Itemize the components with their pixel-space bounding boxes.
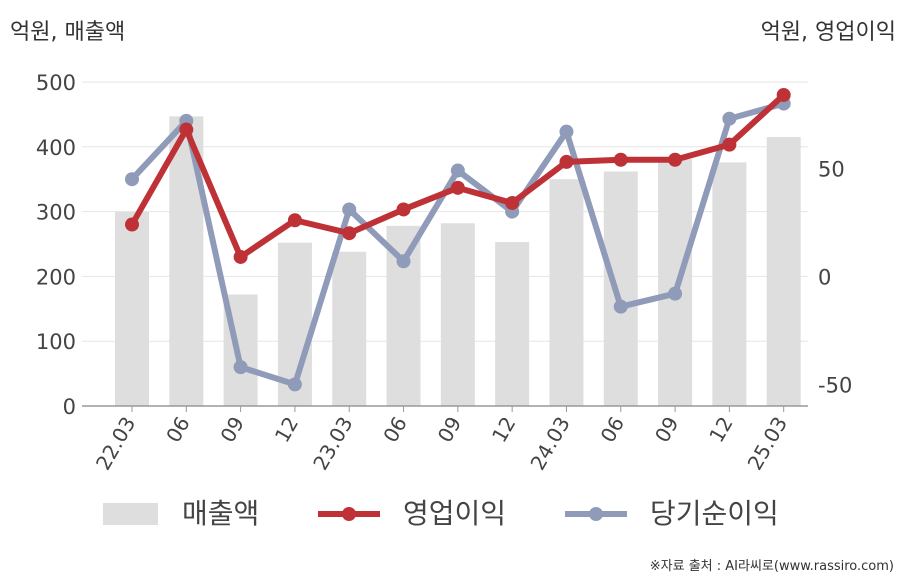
bar-sales bbox=[712, 162, 747, 406]
bar-sales bbox=[332, 251, 367, 406]
left-tick-label: 200 bbox=[36, 265, 76, 289]
operating-profit-point bbox=[776, 87, 791, 102]
operating-profit-point bbox=[505, 195, 520, 210]
net-income-point bbox=[396, 254, 411, 269]
legend-marker-net bbox=[589, 507, 603, 521]
bar-sales bbox=[658, 159, 693, 406]
x-tick-label: 23.03 bbox=[308, 413, 357, 475]
left-tick-label: 100 bbox=[36, 330, 76, 354]
bar-sales bbox=[549, 179, 584, 406]
bar-sales bbox=[115, 211, 149, 406]
left-tick-label: 500 bbox=[36, 71, 76, 95]
legend-label-net: 당기순이익 bbox=[650, 497, 779, 530]
bar-sales bbox=[603, 171, 638, 406]
legend-marker-operating bbox=[342, 507, 356, 521]
x-tick-label: 12 bbox=[487, 413, 521, 447]
net-income-point bbox=[613, 299, 628, 314]
bar-sales bbox=[495, 242, 530, 406]
operating-profit-point bbox=[450, 180, 465, 195]
x-tick-label: 22.03 bbox=[91, 413, 140, 475]
x-tick-label: 24.03 bbox=[525, 413, 574, 475]
operating-profit-point bbox=[559, 154, 574, 169]
x-tick-label: 25.03 bbox=[743, 413, 792, 475]
net-income-point bbox=[668, 286, 683, 301]
right-tick-label: 50 bbox=[818, 157, 845, 181]
legend-label-operating: 영업이익 bbox=[403, 497, 506, 530]
x-tick-label: 12 bbox=[704, 413, 738, 447]
net-income-point bbox=[287, 377, 302, 392]
operating-profit-point bbox=[342, 226, 357, 241]
x-tick-label: 09 bbox=[215, 413, 249, 447]
legend-swatch-sales bbox=[103, 503, 158, 525]
operating-profit-point bbox=[179, 122, 194, 137]
operating-profit-point bbox=[722, 137, 737, 152]
x-tick-label: 06 bbox=[161, 413, 195, 447]
x-tick-label: 06 bbox=[378, 413, 412, 447]
net-income-point bbox=[125, 172, 139, 187]
profit-lines bbox=[125, 87, 791, 392]
left-tick-label: 300 bbox=[36, 201, 76, 225]
net-income-point bbox=[559, 124, 574, 139]
legend: 매출액 영업이익 당기순이익 bbox=[103, 497, 779, 530]
right-axis-unit: 억원, 영업이익 bbox=[760, 20, 896, 45]
operating-profit-point bbox=[233, 249, 248, 264]
net-income-point bbox=[233, 360, 248, 375]
left-tick-label: 400 bbox=[36, 136, 76, 160]
x-tick-label: 09 bbox=[650, 413, 684, 447]
axes bbox=[82, 405, 808, 412]
right-tick-label: -50 bbox=[818, 373, 852, 397]
net-income-point bbox=[342, 202, 357, 217]
right-tick-label: 0 bbox=[818, 265, 831, 289]
operating-profit-point bbox=[125, 217, 139, 232]
operating-profit-point bbox=[396, 202, 411, 217]
x-tick-label: 06 bbox=[596, 413, 630, 447]
bar-sales bbox=[766, 137, 801, 406]
legend-label-sales: 매출액 bbox=[182, 497, 259, 530]
operating-profit-point bbox=[668, 152, 683, 167]
left-axis-unit: 억원, 매출액 bbox=[10, 20, 126, 45]
net-income-point bbox=[450, 163, 465, 178]
sales-bars bbox=[115, 116, 801, 407]
operating-profit-point bbox=[287, 213, 302, 228]
left-tick-label: 0 bbox=[63, 395, 76, 419]
x-tick-label: 09 bbox=[433, 413, 467, 447]
bar-sales bbox=[440, 223, 475, 406]
operating-profit-point bbox=[613, 152, 628, 167]
source-note: ※자료 출처 : AI라씨로(www.rassiro.com) bbox=[649, 559, 894, 574]
x-tick-label: 12 bbox=[270, 413, 304, 447]
net-income-point bbox=[722, 111, 737, 126]
